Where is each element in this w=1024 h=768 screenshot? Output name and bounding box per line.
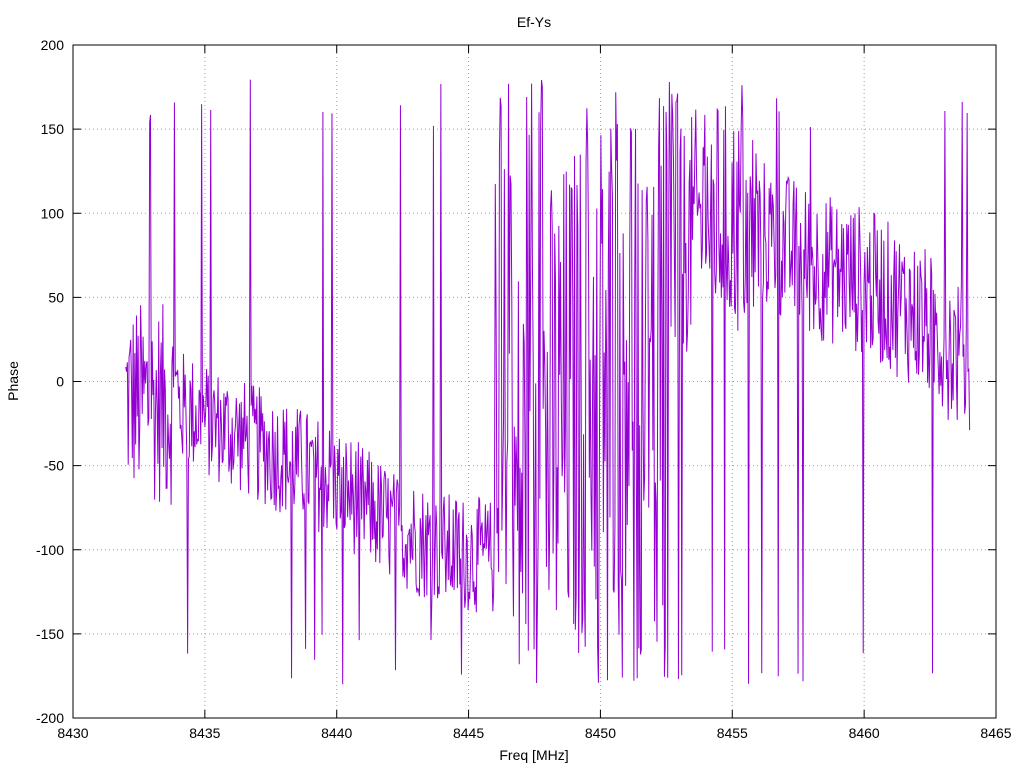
x-tick-label: 8465 <box>980 725 1011 741</box>
ticks <box>72 44 997 719</box>
phase-series-line <box>125 79 971 685</box>
y-tick-label: -200 <box>36 710 64 726</box>
chart-title: Ef-Ys <box>517 14 551 30</box>
y-axis-label: Phase <box>5 361 21 401</box>
x-axis-label: Freq [MHz] <box>499 747 568 763</box>
x-tick-label: 8435 <box>189 725 220 741</box>
y-tick-label: 0 <box>56 374 64 390</box>
y-tick-label: 150 <box>41 121 65 137</box>
x-tick-label: 8460 <box>849 725 880 741</box>
x-tick-label: 8445 <box>453 725 484 741</box>
tick-labels: 8430 8435 8440 8445 8450 8455 8460 8465 -200 -150… <box>36 37 1012 741</box>
series-layer <box>125 79 971 685</box>
y-tick-label: -50 <box>44 458 64 474</box>
y-tick-label: 50 <box>48 289 64 305</box>
x-tick-label: 8455 <box>717 725 748 741</box>
y-tick-label: 200 <box>41 37 65 53</box>
x-tick-label: 8440 <box>321 725 352 741</box>
y-tick-label: -150 <box>36 626 64 642</box>
x-tick-label: 8450 <box>585 725 616 741</box>
y-tick-label: 100 <box>41 205 65 221</box>
x-tick-label: 8430 <box>57 725 88 741</box>
y-tick-label: -100 <box>36 542 64 558</box>
